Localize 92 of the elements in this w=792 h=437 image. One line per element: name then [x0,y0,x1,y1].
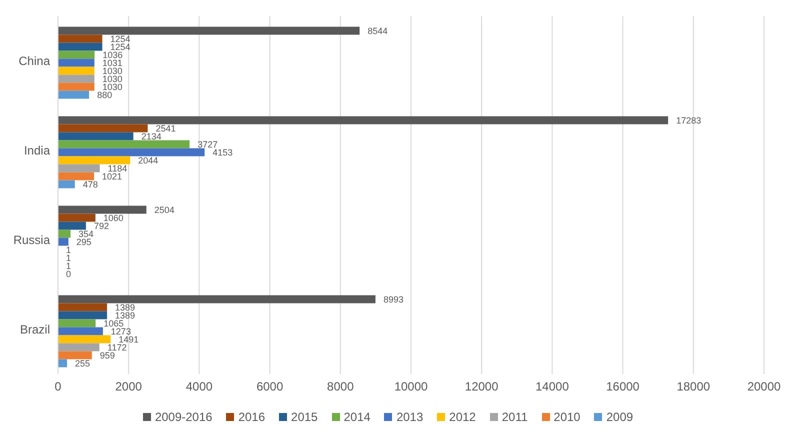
legend-label: 2015 [291,410,318,424]
bar [58,74,94,83]
data-label: 295 [76,236,92,247]
legend-label: 2011 [502,410,528,424]
bar [58,42,102,51]
bar [58,66,94,75]
legend-label: 2014 [344,410,370,424]
data-label: 1 [66,252,72,263]
data-label: 2541 [156,123,176,134]
legend-label: 2016 [238,410,266,424]
data-label: 8993 [383,294,404,304]
legend-label: 2010 [554,410,580,424]
bar [58,116,668,124]
data-label: 354 [78,228,94,239]
bar [58,206,146,214]
data-label: 880 [97,90,112,100]
y-tick-label: Brazil [20,322,50,337]
data-label: 3727 [198,139,218,150]
data-label: 1254 [110,34,130,44]
x-tick-label: 0 [54,380,62,394]
x-tick-label: 20000 [747,380,782,394]
data-label: 1030 [102,74,122,84]
x-tick-label: 10000 [394,380,428,394]
bar [58,311,108,320]
bar [58,180,75,188]
data-label: 1184 [108,163,128,174]
legend-label: 2009-2016 [154,410,212,424]
legend-label: 2013 [396,410,424,424]
bar [58,82,94,91]
data-label: 1389 [115,302,136,312]
bar [58,319,96,328]
bar [58,303,108,312]
bar [58,26,360,35]
bar [58,140,190,148]
data-label: 792 [94,220,109,231]
y-tick-label: India [24,144,50,158]
data-label: 478 [82,179,98,190]
data-label: 1060 [103,212,124,223]
data-label: 2044 [138,155,158,166]
bar [58,34,102,43]
data-label: 959 [100,350,115,360]
x-tick-label: 14000 [536,380,570,394]
data-label: 255 [75,358,90,368]
data-label: 8544 [368,26,388,36]
bar [58,148,205,156]
data-label: 1030 [102,82,122,92]
x-tick-label: 12000 [464,380,499,394]
data-label: 1030 [102,66,122,76]
bar [58,351,92,360]
legend-label: 2012 [449,410,476,424]
x-tick-label: 16000 [606,380,640,394]
data-label: 1021 [102,171,122,182]
bar [58,58,94,67]
bar [58,359,67,368]
data-label: 1 [66,260,72,271]
x-tick-label: 4000 [186,380,213,394]
data-label: 1036 [102,50,123,60]
data-label: 1 [66,244,72,255]
legend-label: 2009 [606,410,634,424]
bar [58,50,95,59]
bar [58,327,103,336]
data-label: 1031 [102,58,122,68]
data-label: 2504 [154,204,174,215]
data-label: 1172 [107,342,127,352]
x-tick-label: 18000 [676,380,710,394]
data-label: 1491 [118,334,139,344]
data-label: 1273 [110,326,131,336]
bar [58,222,86,230]
bar [58,164,100,172]
x-tick-label: 2000 [115,380,142,394]
data-label: 0 [66,268,72,279]
data-label: 1065 [104,318,124,328]
data-label: 2134 [141,131,162,142]
data-label: 1389 [115,310,136,320]
bar [58,238,68,246]
data-label: 1254 [110,42,130,52]
data-label: 4153 [212,147,233,158]
bar [58,132,134,140]
y-tick-label: China [18,54,50,68]
bar [58,124,148,132]
bar [58,214,96,222]
bar [58,230,70,238]
x-tick-label: 6000 [256,380,284,394]
y-tick-label: Russia [13,233,50,248]
x-tick-label: 8000 [327,380,354,394]
bar [58,343,100,352]
bar [58,172,94,180]
bar [58,90,90,99]
bar [58,335,111,344]
bar [58,156,130,164]
data-label: 17283 [676,115,702,126]
bar [58,295,376,304]
